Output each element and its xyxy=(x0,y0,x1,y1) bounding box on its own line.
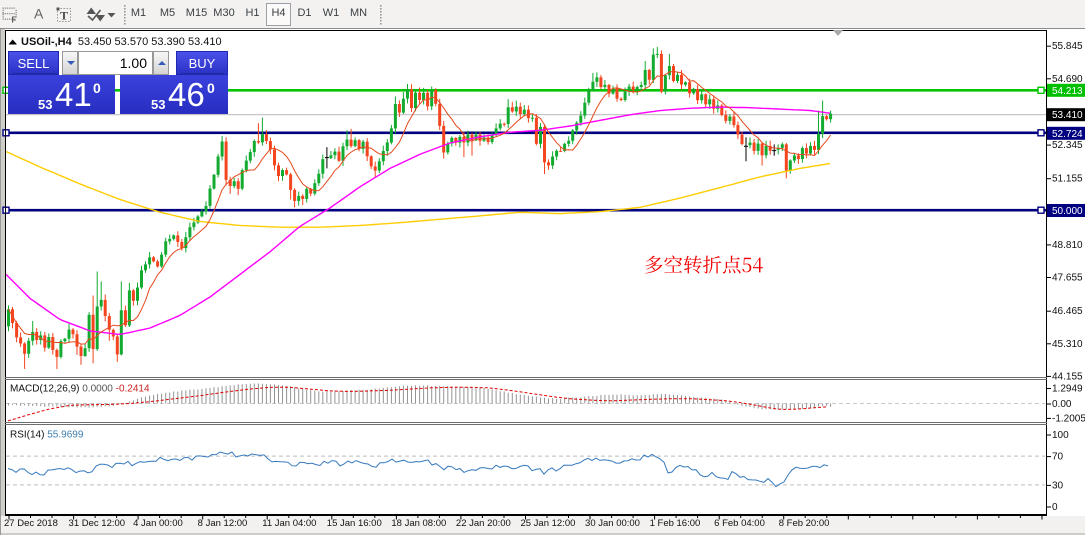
svg-text:30 Jan 00:00: 30 Jan 00:00 xyxy=(585,518,640,529)
svg-text:48.810: 48.810 xyxy=(1052,240,1083,251)
svg-text:8 Jan 12:00: 8 Jan 12:00 xyxy=(198,518,248,529)
svg-text:8 Feb 20:00: 8 Feb 20:00 xyxy=(779,518,830,529)
svg-text:1.2949: 1.2949 xyxy=(1052,384,1083,395)
svg-text:-1.2005: -1.2005 xyxy=(1052,413,1085,424)
svg-text:6 Feb 04:00: 6 Feb 04:00 xyxy=(714,518,765,529)
svg-text:50.000: 50.000 xyxy=(1052,206,1083,217)
svg-text:70: 70 xyxy=(1052,452,1064,463)
svg-text:USOil-,H4 53.450 53.570 53.39: USOil-,H4 53.450 53.570 53.390 53.410 xyxy=(21,36,222,48)
svg-text:30: 30 xyxy=(1052,480,1064,491)
svg-text:100: 100 xyxy=(1052,430,1069,441)
svg-text:47.655: 47.655 xyxy=(1052,273,1083,284)
svg-text:11 Jan 04:00: 11 Jan 04:00 xyxy=(262,518,316,529)
svg-text:52.724: 52.724 xyxy=(1052,129,1083,140)
svg-text:54.213: 54.213 xyxy=(1052,86,1083,97)
svg-text:0.00: 0.00 xyxy=(1052,399,1072,410)
svg-text:46.465: 46.465 xyxy=(1052,306,1083,317)
svg-text:F: F xyxy=(12,16,17,25)
svg-text:15 Jan 16:00: 15 Jan 16:00 xyxy=(327,518,382,529)
svg-text:0: 0 xyxy=(1052,502,1058,513)
svg-text:31 Dec 12:00: 31 Dec 12:00 xyxy=(69,518,126,529)
svg-text:T: T xyxy=(60,9,68,23)
svg-text:25 Jan 12:00: 25 Jan 12:00 xyxy=(520,518,575,529)
svg-text:44.155: 44.155 xyxy=(1052,371,1083,382)
svg-text:1 Feb 16:00: 1 Feb 16:00 xyxy=(650,518,701,529)
svg-text:55.845: 55.845 xyxy=(1052,41,1083,52)
svg-text:MACD(12,26,9) 0.0000 -0.2414: MACD(12,26,9) 0.0000 -0.2414 xyxy=(10,384,150,395)
svg-text:54.690: 54.690 xyxy=(1052,74,1083,85)
svg-text:RSI(14) 55.9699: RSI(14) 55.9699 xyxy=(10,430,84,441)
svg-text:52.345: 52.345 xyxy=(1052,140,1083,151)
svg-text:18 Jan 08:00: 18 Jan 08:00 xyxy=(391,518,446,529)
svg-text:A: A xyxy=(34,6,44,22)
svg-text:4 Jan 00:00: 4 Jan 00:00 xyxy=(133,518,183,529)
svg-text:51.155: 51.155 xyxy=(1052,174,1083,185)
svg-text:53.410: 53.410 xyxy=(1052,110,1083,121)
svg-text:45.310: 45.310 xyxy=(1052,339,1083,350)
svg-text:27 Dec 2018: 27 Dec 2018 xyxy=(4,518,58,529)
svg-text:22 Jan 20:00: 22 Jan 20:00 xyxy=(456,518,511,529)
